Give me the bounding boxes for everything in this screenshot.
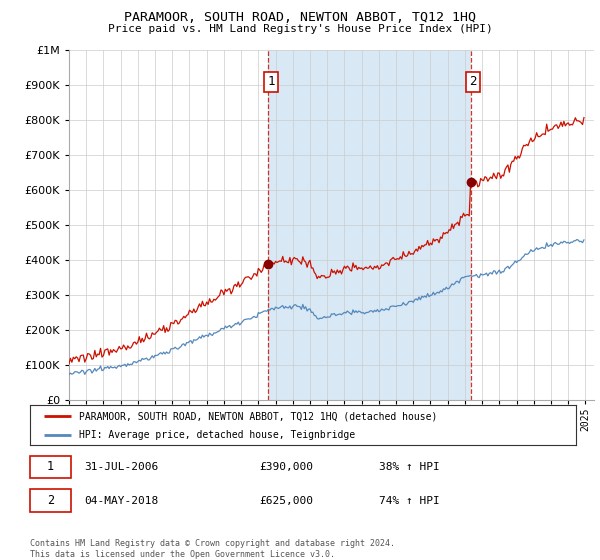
Text: 2: 2 — [470, 76, 477, 88]
FancyBboxPatch shape — [30, 489, 71, 512]
Text: £390,000: £390,000 — [259, 462, 313, 472]
Text: HPI: Average price, detached house, Teignbridge: HPI: Average price, detached house, Teig… — [79, 430, 355, 440]
Text: 38% ↑ HPI: 38% ↑ HPI — [379, 462, 440, 472]
Text: 2: 2 — [47, 494, 54, 507]
Text: 31-JUL-2006: 31-JUL-2006 — [85, 462, 159, 472]
Text: 04-MAY-2018: 04-MAY-2018 — [85, 496, 159, 506]
Text: 74% ↑ HPI: 74% ↑ HPI — [379, 496, 440, 506]
Text: Contains HM Land Registry data © Crown copyright and database right 2024.
This d: Contains HM Land Registry data © Crown c… — [30, 539, 395, 559]
Text: £625,000: £625,000 — [259, 496, 313, 506]
Text: PARAMOOR, SOUTH ROAD, NEWTON ABBOT, TQ12 1HQ: PARAMOOR, SOUTH ROAD, NEWTON ABBOT, TQ12… — [124, 11, 476, 24]
FancyBboxPatch shape — [30, 455, 71, 478]
Bar — [268, 50, 471, 400]
Text: PARAMOOR, SOUTH ROAD, NEWTON ABBOT, TQ12 1HQ (detached house): PARAMOOR, SOUTH ROAD, NEWTON ABBOT, TQ12… — [79, 411, 437, 421]
Text: Price paid vs. HM Land Registry's House Price Index (HPI): Price paid vs. HM Land Registry's House … — [107, 24, 493, 34]
Text: 1: 1 — [267, 76, 275, 88]
Text: 1: 1 — [47, 460, 54, 473]
